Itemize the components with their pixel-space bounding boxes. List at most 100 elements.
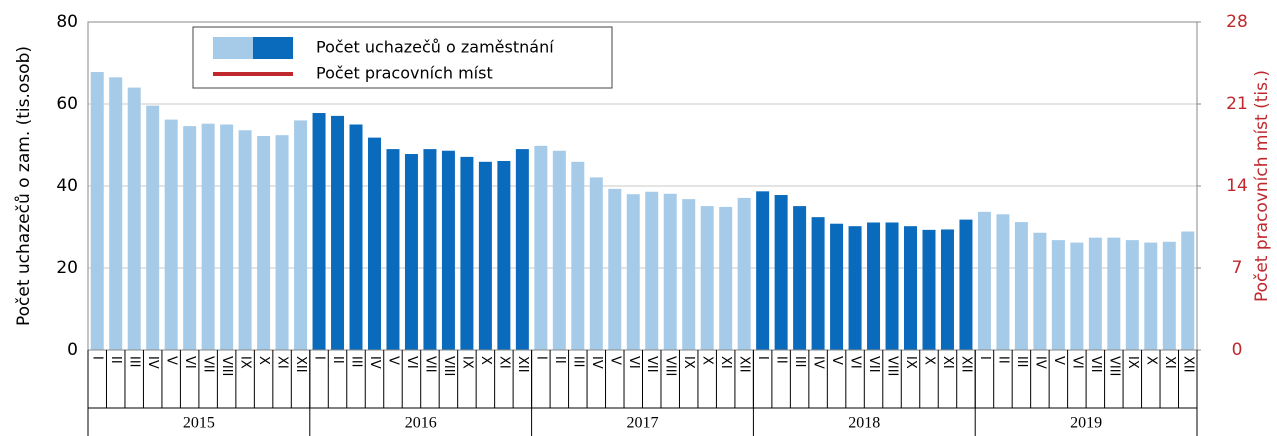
x-tick-label: III bbox=[349, 356, 364, 368]
x-tick-label: I bbox=[312, 356, 327, 360]
group-label: 2017 bbox=[627, 415, 659, 432]
bar bbox=[774, 195, 788, 350]
x-tick-label: III bbox=[570, 356, 585, 368]
x-tick-label: X bbox=[700, 356, 715, 365]
x-tick-label: III bbox=[1014, 356, 1029, 368]
x-tick-label: XI bbox=[496, 356, 511, 369]
bar bbox=[478, 161, 492, 350]
x-tick-label: IV bbox=[589, 356, 604, 369]
group-label: 2016 bbox=[405, 415, 437, 432]
y-axis-label: Počet uchazečů o zam. (tis.osob) bbox=[14, 46, 34, 326]
x-tick-label: I bbox=[90, 356, 105, 360]
bar bbox=[1070, 242, 1084, 350]
x-tick-label: VI bbox=[182, 356, 197, 369]
x-tick-label: V bbox=[1051, 356, 1066, 365]
bar bbox=[626, 194, 640, 350]
x-tick-label: II bbox=[108, 356, 123, 364]
bar bbox=[977, 211, 991, 350]
x-tick-label: X bbox=[1143, 356, 1158, 365]
bar bbox=[552, 150, 566, 350]
y-tick-label: 80 bbox=[56, 12, 78, 32]
bar bbox=[441, 150, 455, 350]
x-tick-label: I bbox=[755, 356, 770, 360]
bar bbox=[515, 149, 529, 350]
x-tick-label: V bbox=[829, 356, 844, 365]
x-tick-label: VII bbox=[644, 356, 659, 373]
x-tick-label: XI bbox=[1162, 356, 1177, 369]
bar bbox=[756, 191, 770, 350]
y-tick-label: 20 bbox=[56, 258, 78, 278]
bar bbox=[1181, 231, 1195, 350]
group-label: 2015 bbox=[183, 415, 215, 432]
x-tick-label: III bbox=[792, 356, 807, 368]
x-tick-label: V bbox=[385, 356, 400, 365]
x-tick-label: IV bbox=[811, 356, 826, 369]
x-tick-label: IX bbox=[681, 356, 696, 369]
bar bbox=[164, 119, 178, 350]
x-tick-label: I bbox=[977, 356, 992, 360]
bar bbox=[1051, 240, 1065, 350]
y2-tick-label: 28 bbox=[1226, 12, 1248, 32]
x-tick-label: II bbox=[330, 356, 345, 364]
x-tick-label: VIII bbox=[885, 356, 900, 376]
x-tick-label: VII bbox=[866, 356, 881, 373]
x-tick-label: X bbox=[478, 356, 493, 365]
bar bbox=[220, 124, 234, 350]
x-tick-label: XII bbox=[737, 356, 752, 373]
bar bbox=[663, 193, 677, 350]
bar bbox=[608, 188, 622, 350]
bar bbox=[1144, 242, 1158, 350]
x-tick-label: XII bbox=[958, 356, 973, 373]
bar bbox=[257, 135, 271, 350]
x-tick-label: VI bbox=[848, 356, 863, 369]
bar bbox=[1125, 240, 1139, 350]
x-tick-label: XI bbox=[275, 356, 290, 369]
bar bbox=[811, 217, 825, 350]
bar bbox=[423, 149, 437, 350]
x-tick-label: II bbox=[774, 356, 789, 364]
bar bbox=[1033, 232, 1047, 350]
y-tick-label: 40 bbox=[56, 176, 78, 196]
bar bbox=[497, 160, 511, 350]
x-tick-label: XI bbox=[718, 356, 733, 369]
x-tick-label: IV bbox=[145, 356, 160, 369]
x-tick-label: IX bbox=[1125, 356, 1140, 369]
legend-swatch bbox=[213, 37, 253, 59]
bar bbox=[201, 123, 215, 351]
bar bbox=[146, 105, 160, 350]
bar bbox=[331, 115, 345, 350]
y2-tick-label: 21 bbox=[1226, 94, 1248, 114]
x-tick-label: IV bbox=[1032, 356, 1047, 369]
x-tick-label: X bbox=[921, 356, 936, 365]
bar bbox=[349, 124, 363, 350]
bar bbox=[127, 87, 141, 350]
bar bbox=[275, 135, 289, 350]
x-tick-label: IX bbox=[903, 356, 918, 369]
bar bbox=[959, 219, 973, 350]
x-tick-label: IX bbox=[238, 356, 253, 369]
bar bbox=[90, 72, 104, 351]
y2-tick-label: 7 bbox=[1232, 258, 1243, 278]
bar bbox=[183, 126, 197, 350]
group-label: 2018 bbox=[848, 415, 880, 432]
legend-label: Počet pracovních míst bbox=[316, 64, 493, 83]
bar bbox=[312, 113, 326, 351]
bar bbox=[904, 226, 918, 350]
x-tick-label: VIII bbox=[663, 356, 678, 376]
bar bbox=[867, 222, 881, 350]
bar bbox=[922, 229, 936, 350]
legend-label: Počet uchazečů o zaměstnání bbox=[316, 38, 554, 57]
bar bbox=[1014, 222, 1028, 350]
x-tick-label: V bbox=[164, 356, 179, 365]
x-tick-label: XII bbox=[1180, 356, 1195, 373]
bar bbox=[367, 137, 381, 350]
x-tick-label: VI bbox=[626, 356, 641, 369]
x-tick-label: X bbox=[256, 356, 271, 365]
y2-tick-label: 0 bbox=[1232, 340, 1243, 360]
y2-tick-label: 14 bbox=[1226, 176, 1248, 196]
bar bbox=[830, 223, 844, 350]
x-tick-label: I bbox=[533, 356, 548, 360]
bar bbox=[571, 161, 585, 350]
bar bbox=[238, 130, 252, 350]
